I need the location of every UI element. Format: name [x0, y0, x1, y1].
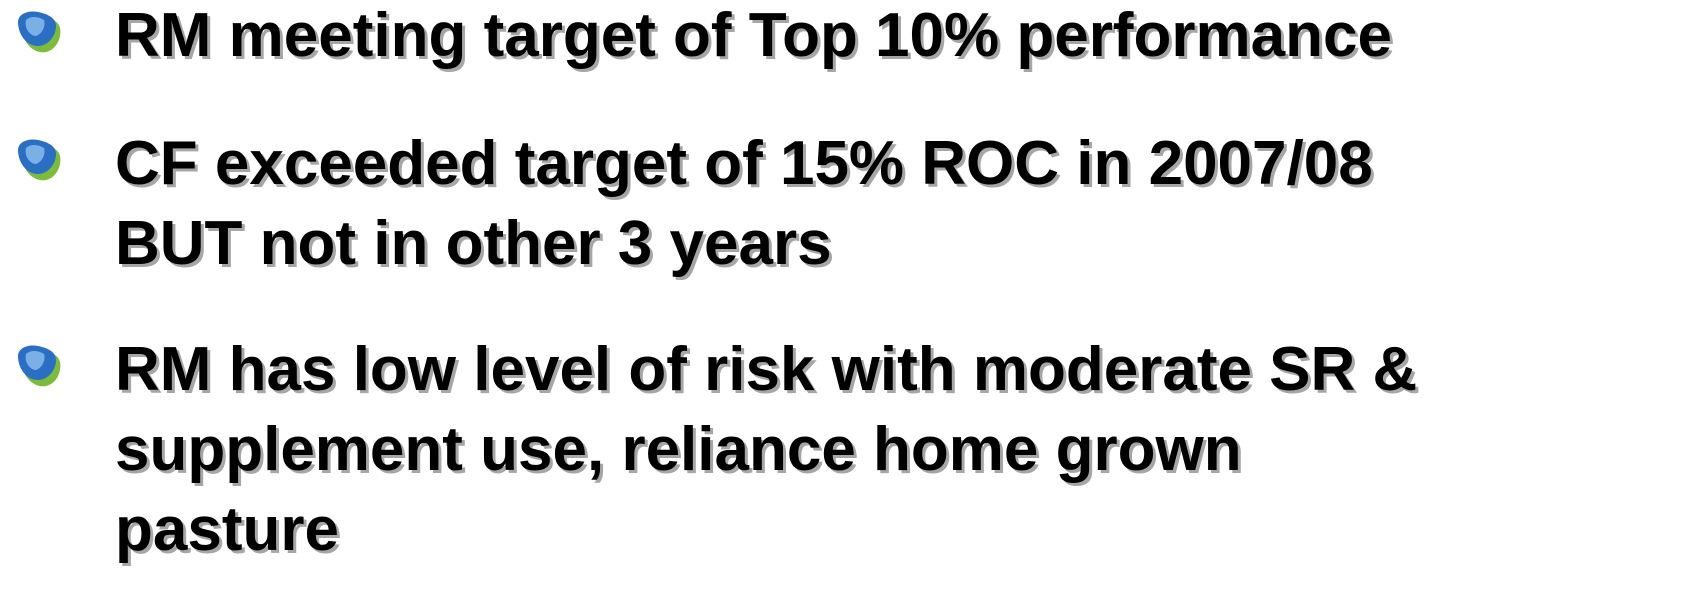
bullet-icon: [18, 345, 61, 387]
bullet-text-shadow: BUT not in other 3 years: [118, 212, 835, 281]
bullet-text-shadow: CF exceeded target of 15% ROC in 2007/08: [118, 132, 1376, 201]
bullet-icon: [18, 139, 61, 181]
bullet-item: CF exceeded target of 15% ROC in 2007/08…: [18, 129, 1376, 281]
bullet-text: CF exceeded target of 15% ROC in 2007/08: [115, 129, 1373, 198]
bullet-text: RM has low level of risk with moderate S…: [115, 335, 1417, 404]
bullet-text-shadow: RM meeting target of Top 10% performance: [118, 4, 1395, 73]
bullet-icon: [18, 11, 61, 53]
bullet-text-shadow: RM has low level of risk with moderate S…: [118, 338, 1420, 407]
bullet-item: RM has low level of risk with moderate S…: [18, 335, 1420, 567]
bullet-text: pasture: [115, 495, 339, 564]
bullet-text: RM meeting target of Top 10% performance: [115, 1, 1392, 70]
bullet-text: supplement use, reliance home grown: [115, 415, 1242, 484]
bullet-item: RM meeting target of Top 10% performance…: [18, 1, 1395, 73]
bullet-text: BUT not in other 3 years: [115, 209, 832, 278]
bullet-text-shadow: supplement use, reliance home grown: [118, 418, 1245, 487]
bullet-text-shadow: pasture: [118, 498, 342, 567]
